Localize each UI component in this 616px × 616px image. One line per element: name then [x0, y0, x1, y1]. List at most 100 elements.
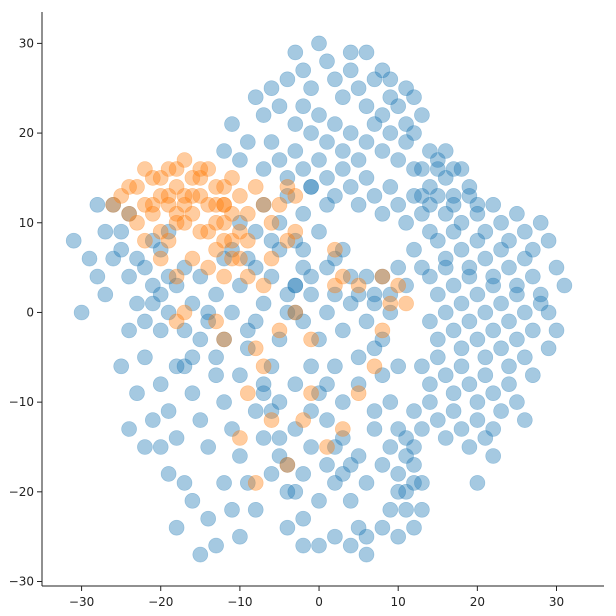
data-point-series1-197: [342, 62, 359, 79]
data-point-series1-53: [216, 394, 232, 410]
data-point-series1-196: [334, 89, 351, 105]
data-point-series1-95: [358, 528, 375, 545]
data-point-series2-61: [152, 250, 169, 267]
data-point-series1-247: [406, 188, 422, 204]
data-point-series2-24: [192, 223, 209, 240]
data-point-series1-18: [208, 286, 224, 303]
data-point-series1-183: [366, 295, 383, 312]
data-point-series1-162: [287, 232, 304, 249]
axes: [41, 12, 604, 587]
data-point-series2-26: [208, 215, 224, 231]
data-point-series1-12: [160, 304, 177, 321]
x-tick-label: −20: [148, 595, 173, 609]
data-point-series1-140: [303, 403, 319, 419]
data-point-series1-57: [247, 501, 264, 518]
data-point-series1-184: [374, 268, 391, 285]
data-point-series1-233: [295, 161, 312, 177]
data-point-series1-90: [279, 519, 296, 536]
data-point-series1-202: [382, 89, 399, 105]
data-point-series1-361: [398, 116, 414, 132]
data-point-series1-19: [216, 250, 232, 267]
data-point-series2-60: [168, 268, 185, 285]
data-point-series1-139: [287, 376, 304, 393]
data-point-series2-8: [176, 152, 193, 168]
data-point-series2-20: [160, 197, 177, 213]
data-point-series2-69: [287, 223, 304, 240]
data-point-series1-11: [152, 241, 169, 258]
data-point-series1-212: [319, 134, 335, 150]
data-point-series2-74: [247, 340, 264, 357]
data-point-series2-2: [129, 179, 145, 195]
data-point-series1-261: [445, 161, 462, 177]
data-point-series1-358: [469, 475, 486, 491]
x-tick-label: 30: [549, 595, 564, 609]
y-tick-label: 30: [19, 36, 34, 50]
data-point-series1-176: [303, 268, 319, 285]
data-point-series1-50: [192, 412, 209, 428]
y-tick-label: 10: [19, 216, 34, 230]
data-point-series1-120: [303, 439, 319, 455]
data-point-series1-23: [247, 259, 264, 276]
data-point-series1-229: [263, 134, 280, 150]
data-point-series1-193: [311, 35, 327, 52]
data-point-series1-13: [168, 277, 185, 294]
data-point-series1-34: [113, 241, 129, 258]
data-point-series2-9: [184, 170, 201, 186]
data-point-series2-33: [176, 215, 193, 231]
data-point-series2-80: [232, 430, 248, 446]
data-point-series1-118: [271, 448, 288, 464]
data-point-series1-300: [445, 277, 462, 294]
data-point-series1-91: [295, 537, 312, 554]
data-point-series1-234: [303, 179, 319, 195]
data-point-series1-136: [247, 403, 264, 419]
data-point-series1-130: [327, 475, 343, 491]
data-point-series2-56: [240, 232, 256, 249]
data-point-series1-123: [350, 448, 367, 464]
y-tick-label: −30: [9, 575, 34, 589]
data-point-series1-100: [263, 358, 280, 375]
data-point-series1-320: [477, 349, 494, 366]
data-point-series1-16: [192, 268, 209, 285]
data-point-series1-264: [429, 188, 446, 204]
data-point-series1-169: [255, 197, 272, 213]
data-point-series1-4: [97, 286, 114, 303]
data-point-series1-323: [501, 358, 517, 375]
data-point-series1-353: [406, 457, 422, 473]
data-point-series1-248: [414, 206, 430, 222]
data-point-series1-354: [414, 475, 430, 491]
data-point-series1-256: [461, 179, 478, 195]
data-point-series1-63: [295, 510, 312, 527]
data-point-series1-2: [81, 250, 98, 267]
data-point-series1-81: [208, 537, 224, 554]
data-point-series1-124: [366, 421, 383, 437]
data-point-series1-311: [532, 295, 549, 312]
data-point-series1-98: [382, 501, 399, 518]
data-point-series1-275: [516, 223, 533, 240]
data-point-series1-262: [414, 188, 430, 204]
data-point-series2-27: [216, 232, 232, 249]
x-tick-label: 20: [470, 595, 485, 609]
data-point-series1-46: [160, 403, 177, 419]
data-point-series2-22: [176, 188, 193, 204]
data-point-series1-143: [350, 376, 367, 393]
data-point-series2-96: [327, 277, 343, 294]
data-point-series1-10: [145, 277, 161, 294]
data-point-series1-289: [501, 259, 517, 276]
data-point-series1-277: [532, 215, 549, 231]
data-point-series1-219: [374, 143, 391, 159]
data-point-series2-36: [200, 223, 216, 240]
data-point-series2-92: [398, 295, 414, 312]
data-point-series1-321: [485, 322, 502, 339]
data-point-series1-344: [429, 412, 446, 428]
data-point-series1-106: [311, 331, 327, 348]
data-point-series2-32: [168, 206, 185, 222]
data-point-series1-167: [327, 250, 343, 267]
data-point-series1-279: [548, 259, 565, 276]
data-point-series1-252: [429, 152, 446, 168]
data-point-series1-121: [319, 457, 335, 473]
data-point-series1-92: [311, 537, 327, 554]
data-point-series1-151: [192, 331, 209, 348]
data-point-series2-51: [255, 197, 272, 213]
data-point-series1-330: [437, 367, 454, 384]
